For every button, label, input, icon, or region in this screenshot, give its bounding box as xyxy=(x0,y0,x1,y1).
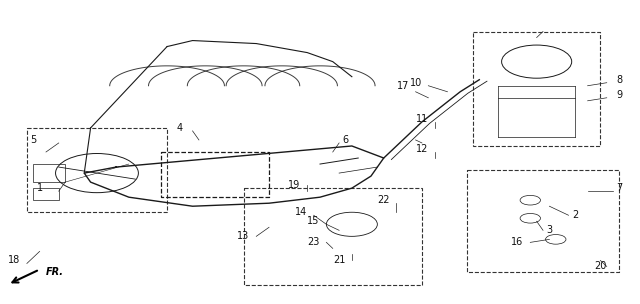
Bar xyxy=(467,170,620,272)
Text: 16: 16 xyxy=(511,237,524,247)
Text: 5: 5 xyxy=(30,135,36,145)
Text: 17: 17 xyxy=(397,81,409,91)
Text: 4: 4 xyxy=(177,123,183,133)
Text: 11: 11 xyxy=(416,114,428,124)
Text: 13: 13 xyxy=(237,231,250,241)
Bar xyxy=(473,32,600,146)
Text: 18: 18 xyxy=(8,255,20,265)
Text: 8: 8 xyxy=(616,75,623,85)
Text: 20: 20 xyxy=(594,261,607,271)
Text: 15: 15 xyxy=(307,216,320,226)
Text: 21: 21 xyxy=(333,255,346,265)
Text: 12: 12 xyxy=(416,144,428,154)
Bar xyxy=(33,188,59,200)
Text: 1: 1 xyxy=(36,183,43,193)
Text: 10: 10 xyxy=(410,78,422,88)
Text: 14: 14 xyxy=(295,207,307,217)
Bar xyxy=(33,164,65,182)
Bar xyxy=(244,188,422,285)
Text: 22: 22 xyxy=(378,195,390,205)
Text: 9: 9 xyxy=(616,90,623,100)
Text: 7: 7 xyxy=(616,183,623,193)
Text: 19: 19 xyxy=(289,180,301,190)
Text: 2: 2 xyxy=(572,210,578,220)
Bar xyxy=(27,128,167,212)
Text: 23: 23 xyxy=(307,237,320,247)
Text: FR.: FR. xyxy=(46,268,64,278)
Text: 3: 3 xyxy=(547,225,552,235)
Text: 6: 6 xyxy=(342,135,349,145)
